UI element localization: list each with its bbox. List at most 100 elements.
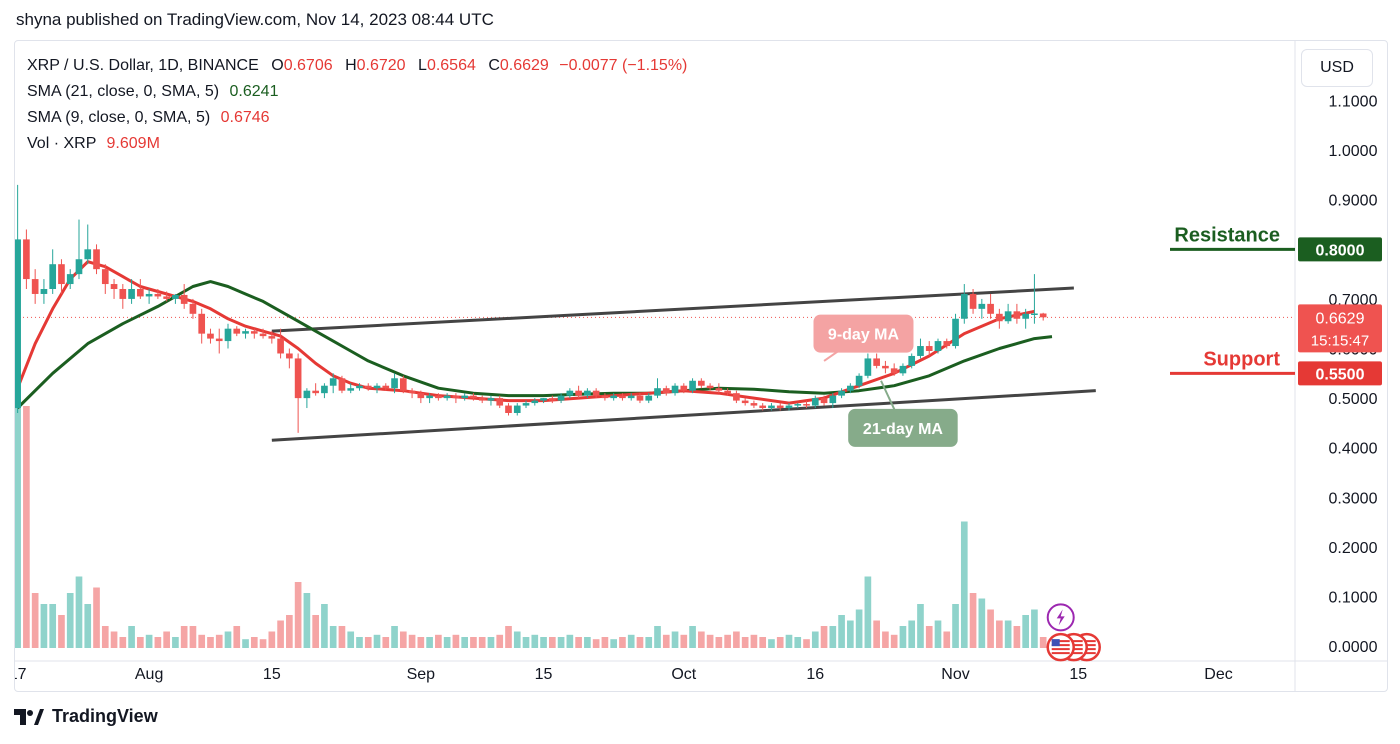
- volume-bar: [250, 637, 258, 648]
- volume-label: Vol · XRP: [27, 135, 97, 152]
- candle: [303, 388, 311, 409]
- volume-bar: [882, 631, 889, 648]
- candle: [882, 360, 889, 374]
- candle-body: [1013, 311, 1021, 319]
- volume-bar: [575, 637, 582, 648]
- volume-bar: [785, 634, 793, 648]
- volume-bar: [93, 587, 100, 648]
- symbol-label[interactable]: XRP / U.S. Dollar, 1D, BINANCE: [27, 57, 259, 74]
- volume-bar: [75, 576, 83, 648]
- candle-body: [698, 380, 705, 386]
- annotation-label: 21-day MA: [863, 421, 943, 438]
- x-tick-label: Nov: [941, 666, 969, 683]
- volume-value: 9.609M: [106, 135, 160, 152]
- volume-bar: [969, 593, 977, 648]
- candle: [215, 328, 223, 354]
- candle-body: [996, 313, 1003, 322]
- candle-body: [803, 404, 810, 406]
- legend-symbol-row: XRP / U.S. Dollar, 1D, BINANCE O0.6706 H…: [27, 53, 687, 79]
- volume-bar: [960, 521, 968, 648]
- x-tick-label: 15: [535, 666, 553, 683]
- candle-body: [855, 375, 863, 386]
- candle-body: [224, 328, 232, 342]
- candle: [864, 353, 872, 379]
- candle-body: [627, 395, 635, 399]
- volume-bar: [329, 626, 337, 648]
- volume-bar: [435, 634, 442, 648]
- tradingview-logo[interactable]: TradingView: [14, 706, 158, 727]
- candle-body: [461, 395, 468, 399]
- candle: [1031, 274, 1038, 324]
- candle-body: [575, 390, 582, 396]
- volume-bar: [23, 406, 30, 648]
- candle-body: [329, 378, 337, 386]
- candle-body: [40, 289, 48, 294]
- candle-body: [75, 259, 83, 275]
- volume-bar: [198, 634, 206, 648]
- low-value: 0.6564: [426, 57, 476, 74]
- y-tick-label: 0.3000: [1329, 490, 1378, 507]
- volume-bar: [733, 631, 740, 648]
- candle-body: [522, 403, 530, 406]
- legend-sma9-row[interactable]: SMA (9, close, 0, SMA, 5) 0.6746: [27, 105, 687, 131]
- legend-sma21-row[interactable]: SMA (21, close, 0, SMA, 5) 0.6241: [27, 79, 687, 105]
- currency-button[interactable]: USD: [1301, 49, 1373, 87]
- candle-body: [15, 239, 21, 409]
- volume-bar: [513, 631, 521, 648]
- candle-body: [1004, 311, 1012, 322]
- volume-bar: [829, 626, 837, 648]
- candle-body: [338, 378, 346, 391]
- candle: [145, 289, 153, 304]
- volume-bar: [426, 637, 433, 648]
- candle: [645, 393, 653, 404]
- y-tick-label: 0.4000: [1329, 441, 1378, 458]
- chart-legend: XRP / U.S. Dollar, 1D, BINANCE O0.6706 H…: [27, 53, 687, 157]
- volume-bar: [619, 637, 626, 648]
- us-flag-event-icon: [1046, 632, 1075, 662]
- candle: [470, 393, 477, 401]
- volume-bar: [759, 637, 767, 648]
- candle: [163, 291, 170, 302]
- candle: [49, 249, 57, 294]
- candle: [58, 259, 65, 294]
- candle-body: [592, 390, 600, 396]
- volume-bar: [978, 598, 986, 648]
- candle: [575, 385, 582, 399]
- brand-name: TradingView: [52, 706, 158, 726]
- resistance-price-box: [1298, 237, 1382, 262]
- volume-bar: [312, 615, 319, 648]
- candle: [978, 298, 986, 319]
- volume-bar: [820, 626, 828, 648]
- sma21-label: SMA (21, close, 0, SMA, 5): [27, 83, 220, 100]
- candle-body: [917, 346, 924, 356]
- x-tick-label: 17: [15, 666, 27, 683]
- flag-canton: [1051, 639, 1060, 647]
- volume-bar: [49, 604, 57, 648]
- candle-body: [408, 390, 416, 394]
- candle: [724, 388, 731, 396]
- candle-body: [820, 398, 828, 404]
- volume-bar: [338, 626, 346, 648]
- flag-stripe: [1077, 652, 1096, 655]
- candle: [610, 393, 618, 401]
- candle-body: [873, 358, 880, 366]
- candle-body: [496, 398, 504, 406]
- candle: [172, 293, 179, 304]
- annotation-label: 9-day MA: [828, 327, 900, 344]
- volume-bars: [15, 351, 1047, 648]
- support-price-box: [1298, 361, 1382, 386]
- candle: [250, 328, 258, 339]
- candle-body: [610, 395, 618, 399]
- candle-body: [172, 294, 179, 299]
- candle: [478, 395, 486, 404]
- y-tick-label: 0.5000: [1329, 391, 1378, 408]
- price-chart[interactable]: 1.10001.00000.90000.80000.70000.60000.50…: [15, 41, 1387, 691]
- volume-bar: [101, 626, 109, 648]
- candle-body: [662, 388, 670, 394]
- volume-bar: [268, 631, 276, 648]
- candle-body: [925, 346, 933, 351]
- candle: [662, 385, 670, 396]
- volume-bar: [15, 351, 21, 648]
- candle: [277, 328, 284, 359]
- legend-volume-row[interactable]: Vol · XRP 9.609M: [27, 131, 687, 157]
